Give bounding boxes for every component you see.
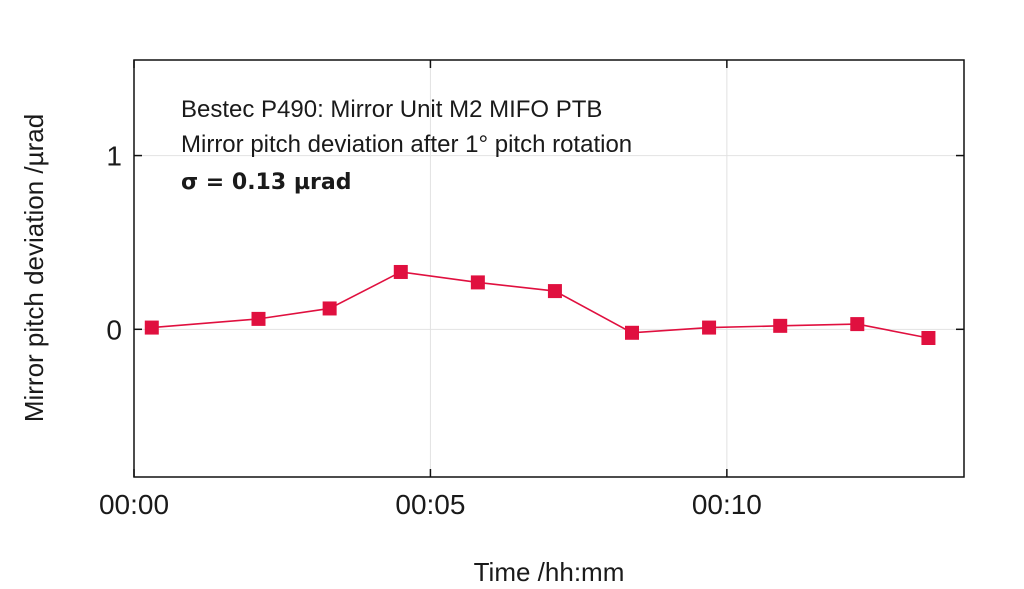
plot-frame: [133, 59, 965, 478]
data-point-marker: [921, 331, 936, 345]
x-tick-label: 00:05: [395, 489, 465, 520]
data-point-marker: [322, 301, 337, 316]
y-axis-label: Mirror pitch deviation /µrad: [19, 114, 49, 422]
series-line: [151, 271, 929, 339]
data-point-marker: [144, 320, 159, 335]
data-point-marker: [773, 318, 788, 333]
axis-ticks: [133, 60, 964, 477]
data-point-marker: [702, 320, 717, 335]
y-tick-label: 0: [106, 314, 122, 345]
annotation-sigma: σ = 0.13 µrad: [181, 170, 351, 195]
data-point-marker: [393, 264, 408, 279]
x-axis-label: Time /hh:mm: [474, 557, 625, 587]
tick-labels: 00:00 00:05 00:10 0 1: [99, 141, 762, 520]
data-point-marker: [625, 325, 639, 340]
data-point-marker: [251, 311, 266, 326]
x-tick-label: 00:10: [692, 489, 762, 520]
series-group: [144, 264, 936, 345]
data-point-marker: [850, 317, 865, 332]
data-point-marker: [470, 275, 485, 290]
x-tick-label: 00:00: [99, 489, 169, 520]
annotation-line-1: Bestec P490: Mirror Unit M2 MIFO PTB: [181, 96, 602, 123]
y-tick-label: 1: [106, 141, 122, 172]
annotation-line-2: Mirror pitch deviation after 1° pitch ro…: [181, 131, 632, 158]
data-point-marker: [547, 284, 562, 299]
